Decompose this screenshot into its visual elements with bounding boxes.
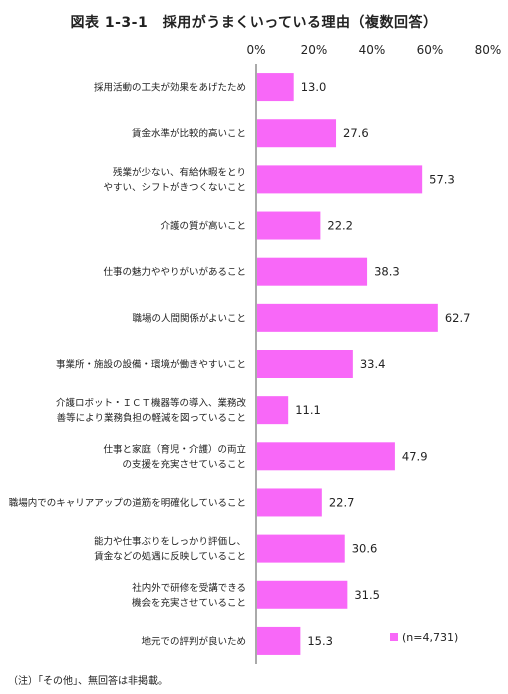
bar (257, 303, 438, 332)
category-label: 仕事と家庭（育児・介護）の両立 (103, 443, 246, 455)
data-label: 15.3 (307, 634, 333, 648)
data-label: 31.5 (354, 588, 380, 602)
data-label: 47.9 (402, 449, 428, 463)
data-label: 22.7 (329, 495, 355, 509)
category-label: 仕事の魅力ややりがいがあること (103, 266, 246, 278)
footnote: （注）「その他」、無回答は非掲載。 (8, 676, 168, 687)
bar (257, 580, 348, 609)
x-tick-label: 80% (475, 43, 502, 57)
x-tick-label: 0% (246, 43, 265, 57)
data-label: 13.0 (301, 80, 327, 94)
x-tick-label: 60% (417, 43, 444, 57)
category-label: 能力や仕事ぶりをしっかり評価し、 (94, 536, 246, 548)
bar (257, 73, 294, 102)
x-tick-label: 40% (359, 43, 386, 57)
category-label: 職場の人間関係がよいこと (132, 312, 246, 324)
category-label: の支援を充実させていること (122, 458, 246, 470)
category-label: 採用活動の工夫が効果をあげたため (94, 82, 246, 94)
data-label: 30.6 (352, 542, 378, 556)
data-label: 27.6 (343, 126, 369, 140)
bar (257, 534, 345, 563)
bar (257, 396, 289, 425)
category-label: 賃金などの処遇に反映していること (94, 551, 246, 563)
chart-title: 図表 1-3-1 採用がうまくいっている理由（複数回答） (70, 15, 438, 31)
bar (257, 165, 423, 194)
legend-swatch (390, 633, 398, 641)
bar (257, 211, 321, 240)
bar (257, 350, 353, 378)
category-label: 介護の質が高いこと (160, 220, 246, 232)
x-tick-label: 20% (301, 43, 328, 57)
category-label: 職場内でのキャリアアップの道筋を明確化していること (9, 497, 246, 509)
data-label: 22.2 (327, 219, 353, 233)
bar (257, 626, 301, 655)
data-label: 57.3 (429, 172, 455, 186)
bar (257, 119, 337, 148)
category-label: 社内外で研修を受講できる (132, 582, 246, 594)
category-label: 賃金水準が比較的高いこと (132, 128, 246, 140)
bar (257, 488, 322, 517)
category-label: 残業が少ない、有給休暇をとり (113, 166, 246, 178)
bar (257, 442, 395, 471)
category-label: 介護ロボット・ＩＣＴ機器等の導入、業務改 (56, 397, 247, 409)
legend-label: (n=4,731) (402, 631, 458, 644)
category-label: 事業所・施設の設備・環境が働きやすいこと (56, 359, 246, 371)
data-label: 38.3 (374, 265, 400, 279)
category-label: 機会を充実させていること (132, 597, 246, 609)
data-label: 11.1 (295, 403, 321, 417)
bar (257, 257, 368, 286)
category-label: 地元での評判が良いため (141, 635, 246, 647)
category-label: やすい、シフトがきつくないこと (103, 181, 246, 193)
data-label: 62.7 (445, 311, 471, 325)
data-label: 33.4 (360, 357, 386, 371)
category-label: 善等により業務負担の軽減を図っていること (57, 412, 246, 424)
